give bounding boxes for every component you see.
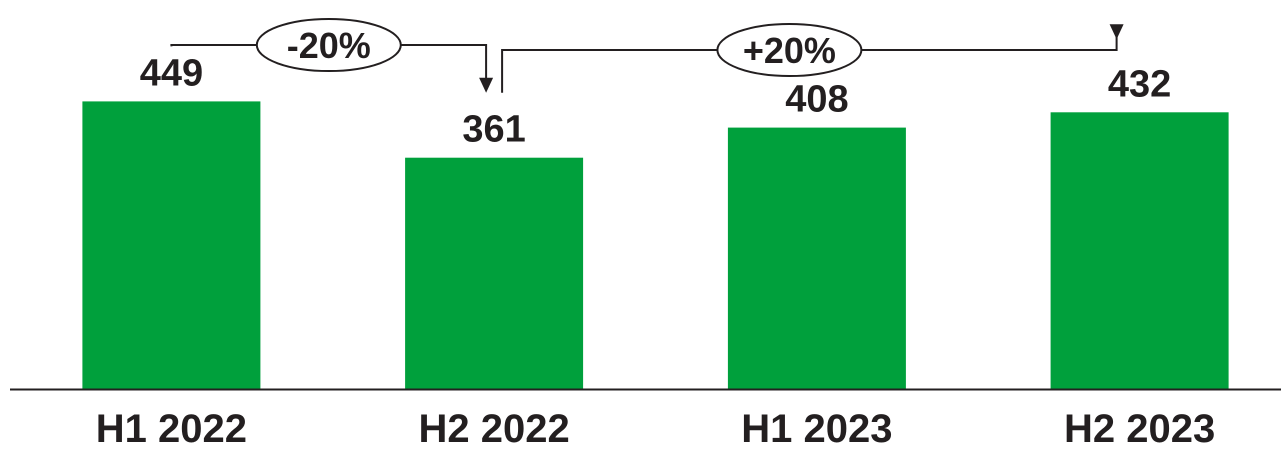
value-label-h2-2022: 361	[462, 109, 525, 151]
value-label-h1-2022: 449	[140, 52, 203, 94]
value-label-h1-2023: 408	[785, 79, 848, 121]
value-labels-group: 449 361 408 432	[140, 52, 1172, 150]
bar-h1-2022	[82, 101, 261, 390]
arrowhead-icon	[1109, 24, 1124, 40]
value-label-h2-2023: 432	[1108, 63, 1171, 105]
category-labels-group: H1 2022 H2 2022 H1 2023 H2 2023	[96, 407, 1215, 449]
change-annotation-1: -20%	[170, 18, 494, 93]
percent-change-label: +20%	[743, 30, 836, 71]
percent-change-label: -20%	[287, 25, 371, 66]
bar-h2-2022	[405, 157, 584, 389]
bar-h1-2023	[727, 127, 906, 389]
bar-h2-2023	[1050, 112, 1229, 390]
category-label-h2-2022: H2 2022	[418, 407, 569, 449]
category-label-h1-2023: H1 2023	[741, 407, 892, 449]
percent-change-bubble	[255, 18, 402, 72]
bars-group	[82, 101, 1229, 390]
category-label-h1-2022: H1 2022	[96, 407, 247, 449]
arrowhead-icon	[479, 77, 494, 93]
annotations-group: -20% +20%	[170, 18, 1124, 93]
change-annotation-2: +20%	[501, 23, 1124, 93]
percent-change-bubble	[716, 23, 863, 77]
category-label-h2-2023: H2 2023	[1064, 407, 1215, 449]
